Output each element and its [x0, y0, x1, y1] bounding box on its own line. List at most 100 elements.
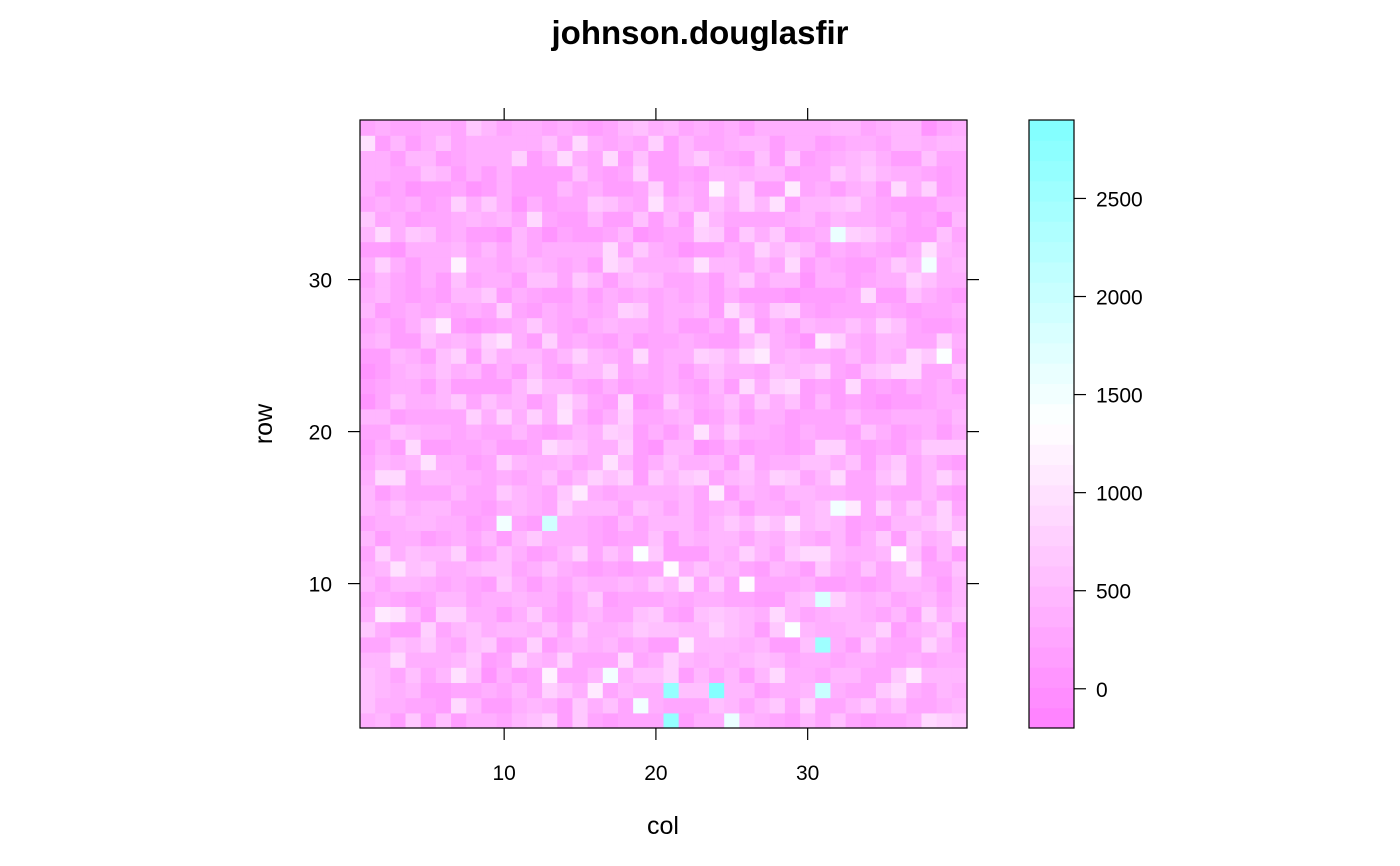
heatmap-cell	[435, 317, 452, 334]
heatmap-cell	[526, 348, 543, 364]
heatmap-cell	[451, 135, 467, 151]
heatmap-cell	[390, 135, 407, 151]
heatmap-cell	[845, 393, 862, 410]
heatmap-cell	[587, 150, 604, 167]
heatmap-cell	[405, 591, 422, 607]
heatmap-cell	[526, 515, 543, 531]
heatmap-cell	[784, 211, 801, 227]
heatmap-cell	[405, 165, 422, 182]
heatmap-cell	[754, 454, 771, 471]
heatmap-cell	[602, 667, 619, 683]
heatmap-cell	[420, 317, 437, 334]
heatmap-cell	[693, 439, 710, 455]
heatmap-cell	[906, 378, 923, 395]
heatmap-cell	[481, 469, 498, 486]
heatmap-cell	[875, 621, 892, 638]
heatmap-cell	[542, 180, 558, 197]
heatmap-cell	[709, 469, 725, 486]
heatmap-cell	[769, 332, 786, 349]
heatmap-cell	[754, 211, 771, 227]
heatmap-cell	[617, 439, 634, 455]
heatmap-cell	[587, 621, 604, 638]
heatmap-cell	[951, 180, 968, 197]
heatmap-cell	[405, 712, 422, 729]
heatmap-cell	[405, 530, 422, 547]
plot-frame	[359, 119, 968, 729]
heatmap-cell	[693, 241, 710, 258]
heatmap-cell	[709, 393, 725, 410]
heatmap-cell	[724, 424, 740, 440]
heatmap-cell	[921, 165, 938, 182]
heatmap-cell	[511, 363, 528, 379]
heatmap-cell	[602, 484, 619, 501]
heatmap-cell	[511, 530, 528, 547]
heatmap-cell	[921, 272, 938, 288]
heatmap-cell	[360, 500, 376, 516]
heatmap-cell	[435, 120, 452, 136]
heatmap-cell	[769, 272, 786, 288]
heatmap-cell	[830, 211, 847, 227]
heatmap-cell	[800, 378, 816, 395]
heatmap-cell	[678, 454, 695, 471]
heatmap-cell	[800, 317, 816, 334]
heatmap-cell	[633, 211, 649, 227]
color-key-swatch	[1029, 201, 1074, 222]
heatmap-cell	[815, 332, 832, 349]
heatmap-cell	[936, 682, 953, 699]
heatmap-cell	[860, 621, 877, 638]
heatmap-cell	[769, 226, 786, 243]
heatmap-cell	[800, 135, 816, 151]
heatmap-cell	[602, 515, 619, 531]
heatmap-cell	[633, 606, 649, 623]
heatmap-cell	[557, 196, 574, 212]
heatmap-cell	[936, 454, 953, 471]
heatmap-cell	[360, 211, 376, 227]
heatmap-cell	[906, 439, 923, 455]
heatmap-cell	[511, 196, 528, 212]
heatmap-cell	[360, 180, 376, 197]
heatmap-cell	[466, 317, 483, 334]
heatmap-cell	[557, 272, 574, 288]
heatmap-cell	[542, 576, 558, 592]
heatmap-cell	[466, 560, 483, 577]
heatmap-cell	[769, 697, 786, 714]
heatmap-cell	[587, 484, 604, 501]
heatmap-cell	[663, 697, 680, 714]
heatmap-cell	[390, 424, 407, 440]
heatmap-cell	[845, 135, 862, 151]
heatmap-cell	[754, 697, 771, 714]
heatmap-cell	[739, 636, 756, 653]
heatmap-cell	[815, 302, 832, 319]
heatmap-cell	[815, 500, 832, 516]
heatmap-cell	[405, 393, 422, 410]
heatmap-cell	[617, 378, 634, 395]
heatmap-cell	[830, 120, 847, 136]
heatmap-cell	[936, 287, 953, 303]
heatmap-cell	[784, 712, 801, 729]
heatmap-cell	[405, 120, 422, 136]
heatmap-cell	[921, 530, 938, 547]
heatmap-cell	[375, 135, 391, 151]
heatmap-cell	[405, 636, 422, 653]
heatmap-cell	[891, 591, 907, 607]
heatmap-cell	[739, 606, 756, 623]
heatmap-cell	[875, 165, 892, 182]
heatmap-cell	[784, 302, 801, 319]
heatmap-cell	[390, 287, 407, 303]
heatmap-cell	[951, 363, 968, 379]
heatmap-cell	[633, 576, 649, 592]
heatmap-cell	[617, 287, 634, 303]
heatmap-cell	[936, 135, 953, 151]
heatmap-cell	[830, 500, 847, 516]
heatmap-cell	[769, 378, 786, 395]
color-key-tick-label: 0	[1096, 679, 1108, 702]
heatmap-cell	[617, 241, 634, 258]
heatmap-cell	[693, 363, 710, 379]
heatmap-cell	[633, 196, 649, 212]
heatmap-cell	[375, 317, 391, 334]
heatmap-cell	[375, 636, 391, 653]
heatmap-cell	[754, 226, 771, 243]
color-key-frame	[1028, 119, 1075, 729]
heatmap-cell	[951, 560, 968, 577]
heatmap-cell	[784, 150, 801, 167]
